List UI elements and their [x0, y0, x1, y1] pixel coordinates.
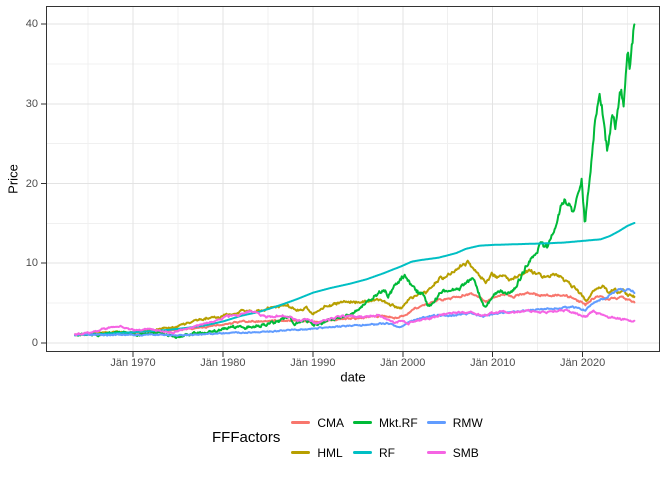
legend-label-SMB: SMB	[452, 445, 479, 460]
series-line-RMW	[74, 287, 636, 337]
legend-label-RF: RF	[379, 445, 396, 460]
legend-key-icon-RMW	[426, 421, 446, 424]
legend-item-RF: RF	[353, 444, 418, 461]
legend-label-CMA: CMA	[317, 415, 345, 430]
x-tick-label-2020: Jän 2020	[560, 357, 606, 369]
legend-item-HML: HML	[291, 444, 344, 461]
series-line-SMB	[74, 308, 636, 336]
y-tick-label-0: 0	[31, 336, 38, 349]
x-tick-label-2010: Jän 2010	[470, 357, 516, 369]
x-tick-label-1990: Jän 1990	[290, 357, 336, 369]
series-line-RF	[74, 222, 636, 336]
x-tick-label-2000: Jän 2000	[380, 357, 426, 369]
y-axis-title: Price	[5, 164, 21, 194]
series-line-HML	[74, 259, 636, 336]
legend: FFFactors CMA HML Mkt.RF RF RMW SMB	[212, 414, 483, 461]
legend-key-icon-Mkt.RF	[353, 421, 373, 424]
legend-label-RMW: RMW	[452, 415, 483, 430]
x-axis-title: date	[340, 369, 366, 385]
legend-key-icon-RF	[353, 451, 373, 454]
legend-label-Mkt.RF: Mkt.RF	[379, 415, 418, 430]
panel-background	[46, 6, 660, 352]
legend-key-icon-SMB	[426, 451, 446, 454]
legend-item-Mkt.RF: Mkt.RF	[353, 414, 418, 431]
y-tick-label-20: 20	[25, 177, 38, 190]
y-tick-label-40: 40	[25, 18, 38, 31]
y-tick-label-10: 10	[25, 257, 38, 270]
series-lines	[74, 23, 636, 339]
legend-item-CMA: CMA	[291, 414, 344, 431]
axis-tick-marks	[41, 23, 584, 357]
legend-item-SMB: SMB	[426, 444, 483, 461]
legend-label-HML: HML	[317, 445, 343, 460]
panel-border	[46, 6, 660, 352]
series-line-CMA	[74, 291, 636, 337]
legend-title: FFFactors	[212, 429, 281, 446]
x-tick-label-1970: Jän 1970	[110, 357, 156, 369]
legend-key-icon-CMA	[291, 421, 311, 424]
legend-key-icon-HML	[291, 451, 311, 454]
legend-items: CMA HML Mkt.RF RF RMW SMB	[291, 414, 483, 461]
legend-item-RMW: RMW	[426, 414, 483, 431]
x-tick-label-1980: Jän 1980	[200, 357, 246, 369]
y-tick-label-30: 30	[25, 97, 38, 110]
major-gridlines	[46, 6, 660, 352]
